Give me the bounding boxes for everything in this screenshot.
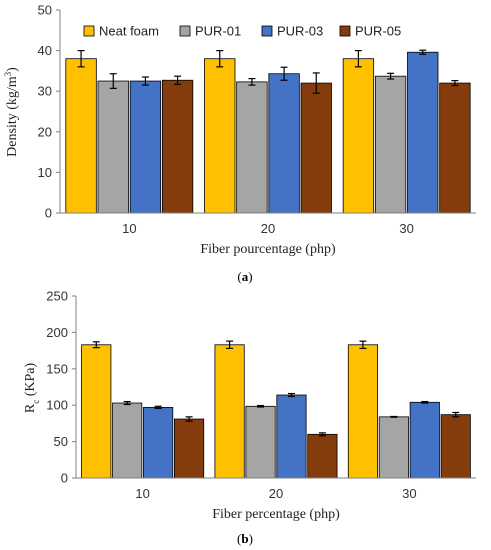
a-bar-pur-01-10 [97, 80, 129, 214]
legend-swatch [83, 25, 95, 37]
chart-b-x-axis-label: Fiber percentage (php) [212, 507, 340, 522]
chart-a-legend: Neat foam PUR-01 PUR-03 PUR-05 [83, 24, 401, 39]
b-error-bar-pur-05-20 [318, 432, 326, 437]
b-error-bar-pur-01-30 [390, 415, 398, 418]
a-bar-neat-foam-20 [204, 58, 236, 214]
b-bar-pur-01-30 [378, 416, 409, 479]
b-bar-pur-01-20 [245, 405, 276, 479]
chart-b-y-tick-labels: 0 50 100 150 200 250 [46, 289, 76, 486]
chart-b-x-tick-labels: 10 20 30 [135, 486, 416, 501]
a-error-bar-pur-05-20 [312, 72, 320, 94]
chart-b-error-bars [92, 340, 460, 437]
a-error-bar-pur-05-10 [174, 75, 182, 85]
a-bar-pur-03-30 [407, 51, 439, 214]
a-error-bar-pur-03-20 [280, 66, 288, 81]
b-bar-pur-05-10 [173, 418, 205, 479]
a-y-tick-label: 10 [38, 165, 52, 180]
b-x-tick-label: 10 [135, 486, 149, 501]
b-y-tick-label: 250 [46, 289, 68, 304]
b-error-bar-pur-01-20 [257, 404, 265, 408]
b-bar-pur-05-20 [307, 433, 338, 479]
chart-a-y-tick-labels: 0 10 20 30 40 50 [38, 3, 60, 221]
b-y-tick-label: 200 [46, 325, 68, 340]
a-bar-pur-05-30 [439, 82, 471, 214]
chart-a-x-tick-labels: 10 20 30 [122, 221, 414, 236]
a-x-tick-label: 30 [399, 221, 413, 236]
legend-swatch [261, 25, 273, 37]
b-error-bar-neat-foam-30 [359, 340, 367, 350]
b-error-bar-pur-01-10 [123, 400, 131, 406]
a-bar-pur-05-20 [300, 82, 332, 214]
a-bar-pur-05-10 [161, 79, 194, 214]
chart-b: 0 50 100 150 200 250 10 20 30 Rc (KPa) Fiber pe… [23, 289, 476, 546]
b-error-bar-pur-05-10 [185, 416, 193, 422]
chart-a: 0 10 20 30 40 50 10 20 30 Neat foam PUR-01 PUR-03… [3, 3, 476, 284]
a-error-bar-pur-01-10 [109, 73, 117, 89]
a-error-bar-pur-01-20 [248, 78, 256, 86]
a-y-tick-label: 40 [38, 43, 52, 58]
a-bar-neat-foam-10 [65, 58, 97, 214]
b-error-bar-pur-05-30 [452, 411, 460, 418]
b-error-bar-pur-03-20 [287, 392, 295, 398]
chart-a-caption: (a) [237, 269, 252, 284]
chart-a-y-axis-label: Density (kg/m3) [3, 67, 20, 157]
b-bar-neat-foam-20 [214, 344, 245, 479]
b-bar-pur-05-30 [440, 414, 471, 479]
chart-a-error-bars [77, 49, 459, 94]
chart-a-bars [65, 51, 471, 214]
legend-swatch [179, 25, 191, 37]
a-y-tick-label: 20 [38, 124, 52, 139]
a-error-bar-pur-03-10 [141, 76, 149, 86]
a-bar-pur-03-10 [129, 80, 162, 214]
b-error-bar-neat-foam-10 [92, 341, 100, 349]
b-bar-neat-foam-30 [347, 344, 378, 479]
b-y-tick-label: 150 [46, 361, 68, 376]
legend-label: PUR-01 [195, 24, 241, 39]
b-error-bar-neat-foam-20 [226, 340, 234, 350]
a-y-tick-label: 30 [38, 84, 52, 99]
legend-label: PUR-05 [355, 24, 401, 39]
a-bar-pur-01-20 [236, 81, 268, 214]
a-error-bar-neat-foam-20 [216, 49, 224, 68]
chart-b-bars [81, 344, 471, 479]
a-y-tick-label: 50 [38, 3, 52, 18]
legend-item-pur-05: PUR-05 [339, 24, 401, 39]
b-bar-pur-03-10 [143, 406, 174, 479]
b-x-tick-label: 20 [269, 486, 283, 501]
b-error-bar-pur-03-30 [421, 400, 429, 404]
b-y-tick-label: 100 [46, 398, 68, 413]
b-y-tick-label: 50 [54, 434, 68, 449]
legend-item-pur-01: PUR-01 [179, 24, 241, 39]
b-bar-pur-03-30 [409, 401, 440, 479]
b-bar-pur-01-10 [112, 402, 143, 479]
legend-label: Neat foam [99, 24, 159, 39]
legend-swatch [339, 25, 351, 37]
b-bar-neat-foam-10 [81, 344, 112, 479]
a-error-bar-pur-05-30 [451, 80, 459, 87]
legend-label: PUR-03 [277, 24, 323, 39]
a-x-tick-label: 20 [261, 221, 275, 236]
b-bar-pur-03-20 [276, 394, 307, 479]
b-y-tick-label: 0 [61, 471, 68, 486]
legend-item-neat-foam: Neat foam [83, 24, 159, 39]
a-y-tick-label: 0 [45, 206, 52, 221]
b-error-bar-pur-03-10 [154, 405, 162, 410]
a-x-tick-label: 10 [122, 221, 136, 236]
a-error-bar-neat-foam-30 [354, 49, 362, 68]
b-x-tick-label: 30 [402, 486, 416, 501]
chart-a-x-axis-label: Fiber pourcentage (php) [200, 242, 336, 257]
chart-b-y-axis-label: Rc (KPa) [23, 363, 41, 414]
a-bar-pur-01-30 [374, 75, 407, 214]
chart-b-caption: (b) [237, 531, 253, 546]
legend-item-pur-03: PUR-03 [261, 24, 323, 39]
a-error-bar-pur-01-30 [387, 72, 395, 80]
a-bar-neat-foam-30 [342, 58, 375, 214]
a-error-bar-neat-foam-10 [77, 49, 85, 68]
a-error-bar-pur-03-30 [419, 49, 427, 55]
a-bar-pur-03-20 [268, 73, 300, 214]
